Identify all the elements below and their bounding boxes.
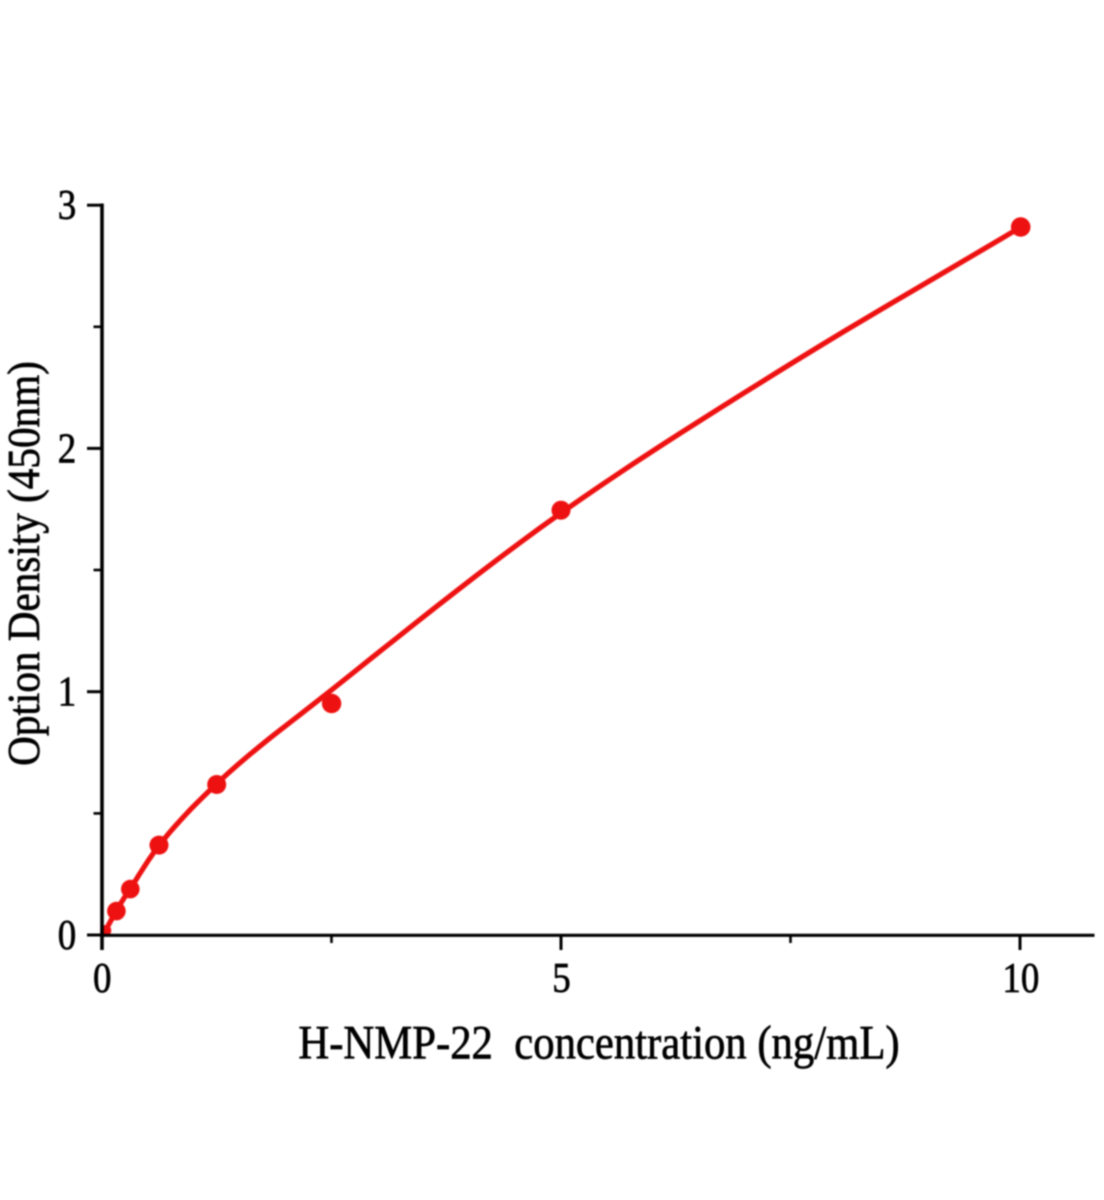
svg-text:0: 0 xyxy=(58,912,76,959)
svg-text:0: 0 xyxy=(93,955,111,1002)
svg-text:H-NMP-22 concentration (ng/mL: H-NMP-22 concentration (ng/mL) xyxy=(298,1016,899,1069)
svg-text:5: 5 xyxy=(552,955,570,1002)
svg-text:10: 10 xyxy=(1002,955,1039,1002)
svg-text:Option Density (450nm): Option Density (450nm) xyxy=(0,361,49,766)
svg-text:1: 1 xyxy=(58,669,76,716)
svg-text:3: 3 xyxy=(58,182,76,229)
svg-text:2: 2 xyxy=(58,425,76,472)
